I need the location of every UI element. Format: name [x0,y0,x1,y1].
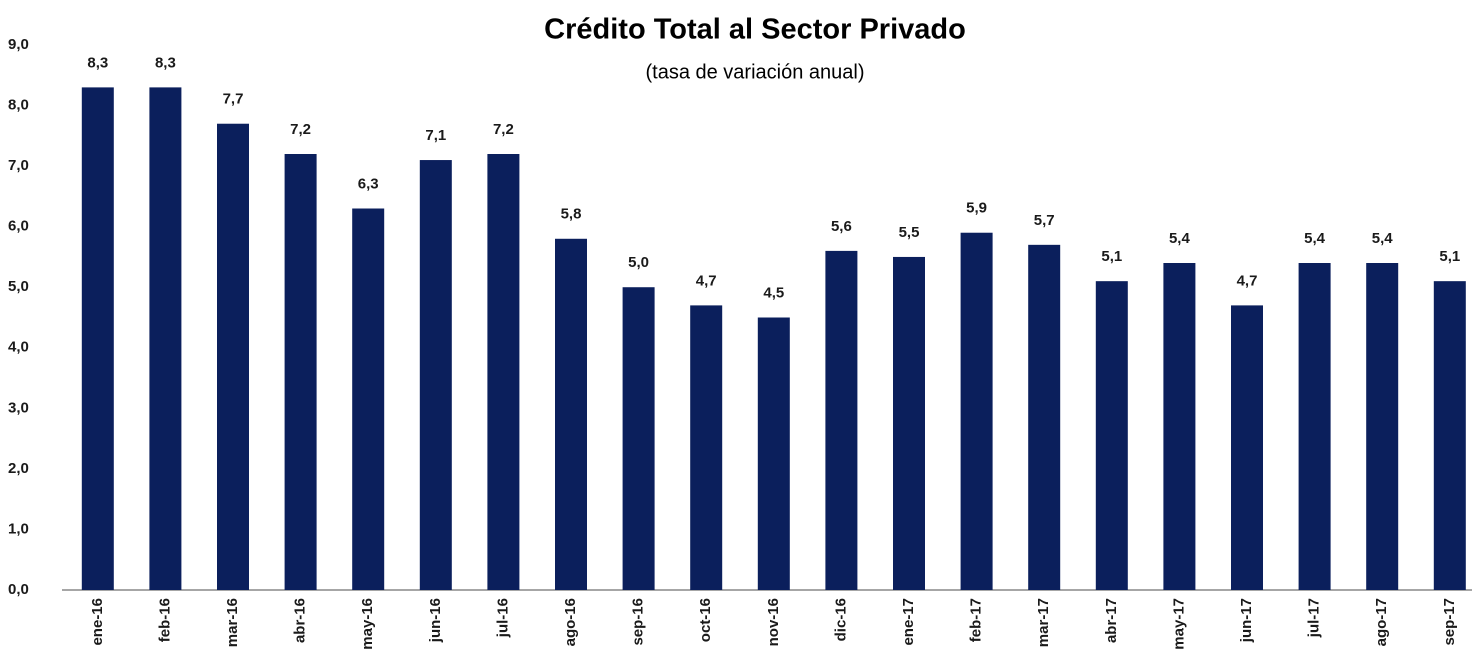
bar [1366,263,1399,590]
x-tick-label: may-17 [1170,598,1187,650]
y-tick-label: 8,0 [8,97,29,114]
value-label: 7,2 [493,121,514,138]
bar [284,154,317,590]
y-tick-label: 9,0 [8,36,29,53]
x-tick-label: dic-16 [832,598,849,641]
y-tick-label: 0,0 [8,581,29,598]
x-tick-label: abr-17 [1103,598,1120,643]
bar [352,208,385,590]
y-tick-label: 6,0 [8,218,29,235]
value-label: 7,2 [290,121,311,138]
x-tick-label: jun-17 [1238,598,1255,643]
bar [825,250,858,590]
value-label: 5,9 [966,200,987,217]
value-label: 5,6 [831,218,852,235]
value-label: 5,7 [1034,212,1055,229]
x-tick-label: ago-16 [562,598,579,646]
x-tick-label: mar-17 [1035,598,1052,647]
x-tick-label: abr-16 [292,598,309,643]
value-label: 5,0 [628,254,649,271]
bar [757,317,790,590]
y-tick-label: 4,0 [8,339,29,356]
value-label: 4,7 [1237,272,1258,289]
bar [217,123,249,590]
chart-subtitle: (tasa de variación anual) [645,61,864,83]
y-tick-label: 5,0 [8,278,29,295]
bar [622,287,655,590]
value-label: 6,3 [358,175,379,192]
bar [419,160,452,591]
bar [1231,305,1263,590]
x-tick-label: mar-16 [224,598,241,647]
x-tick-label: feb-17 [968,598,985,642]
bar [690,305,723,590]
bar [1163,263,1196,590]
x-tick-label: jun-16 [427,598,444,643]
x-tick-label: may-16 [359,598,376,650]
bar [1028,244,1061,591]
value-label: 8,3 [155,54,176,71]
y-tick-label: 3,0 [8,399,29,416]
value-label: 5,8 [561,206,582,223]
value-label: 4,5 [763,284,784,301]
y-tick-label: 1,0 [8,520,29,537]
bar [149,87,182,590]
value-label: 5,1 [1101,248,1122,265]
bar [893,256,925,590]
x-tick-label: ago-17 [1373,598,1390,646]
x-tick-label: jul-16 [494,598,511,638]
bar [555,238,587,590]
value-label: 8,3 [87,54,108,71]
chart-title: Crédito Total al Sector Privado [544,14,966,46]
x-tick-label: sep-17 [1441,598,1458,646]
value-label: 5,4 [1372,230,1394,247]
y-tick-label: 7,0 [8,157,29,174]
bar [1298,263,1331,590]
x-tick-label: oct-16 [697,598,714,642]
value-label: 5,4 [1169,230,1191,247]
value-label: 5,1 [1439,248,1460,265]
value-label: 4,7 [696,272,717,289]
x-tick-label: ene-17 [900,598,917,646]
x-tick-label: sep-16 [630,598,647,646]
value-label: 7,1 [425,127,446,144]
value-label: 7,7 [223,91,244,108]
bar [960,232,993,590]
x-tick-label: feb-16 [156,598,173,642]
x-tick-label: nov-16 [765,598,782,646]
y-tick-label: 2,0 [8,460,29,477]
bar [1095,281,1128,590]
value-label: 5,5 [899,224,920,241]
x-tick-label: ene-16 [89,598,106,646]
bar [81,87,114,590]
value-label: 5,4 [1304,230,1326,247]
bar [1433,281,1466,590]
x-tick-label: jul-17 [1306,598,1323,638]
bar [487,154,520,590]
